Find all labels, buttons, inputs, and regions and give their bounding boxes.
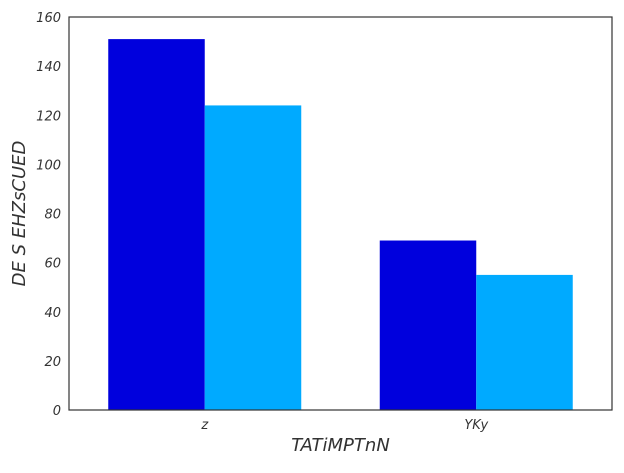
y-tick-label: 160 bbox=[36, 11, 61, 26]
y-tick-label: 80 bbox=[44, 208, 61, 223]
y-tick-label: 120 bbox=[36, 109, 61, 124]
y-ticks-group: 0 20 40 60 80 100 120 140 160 bbox=[36, 11, 61, 419]
x-axis-label: TATiMPTnN bbox=[291, 435, 390, 456]
bar-z-series-1 bbox=[108, 39, 205, 410]
x-ticks-group: z YKy bbox=[200, 418, 488, 433]
bar-YKy-series-1 bbox=[379, 240, 477, 410]
y-tick-label: 20 bbox=[44, 355, 61, 370]
y-tick-label: 40 bbox=[44, 306, 61, 321]
bar-z-series-2 bbox=[204, 105, 302, 411]
y-tick-label: 0 bbox=[53, 404, 61, 419]
y-axis-label: DE S EHZsCUED bbox=[9, 141, 30, 287]
y-tick-label: 60 bbox=[44, 257, 61, 272]
y-tick-label: 100 bbox=[36, 158, 61, 173]
x-tick-label: YKy bbox=[464, 418, 488, 433]
x-tick-label: z bbox=[200, 418, 209, 433]
bar-YKy-series-2 bbox=[476, 274, 573, 410]
plot-frame bbox=[68, 16, 613, 411]
y-tick-label: 140 bbox=[36, 60, 61, 75]
bars-group bbox=[108, 39, 573, 411]
